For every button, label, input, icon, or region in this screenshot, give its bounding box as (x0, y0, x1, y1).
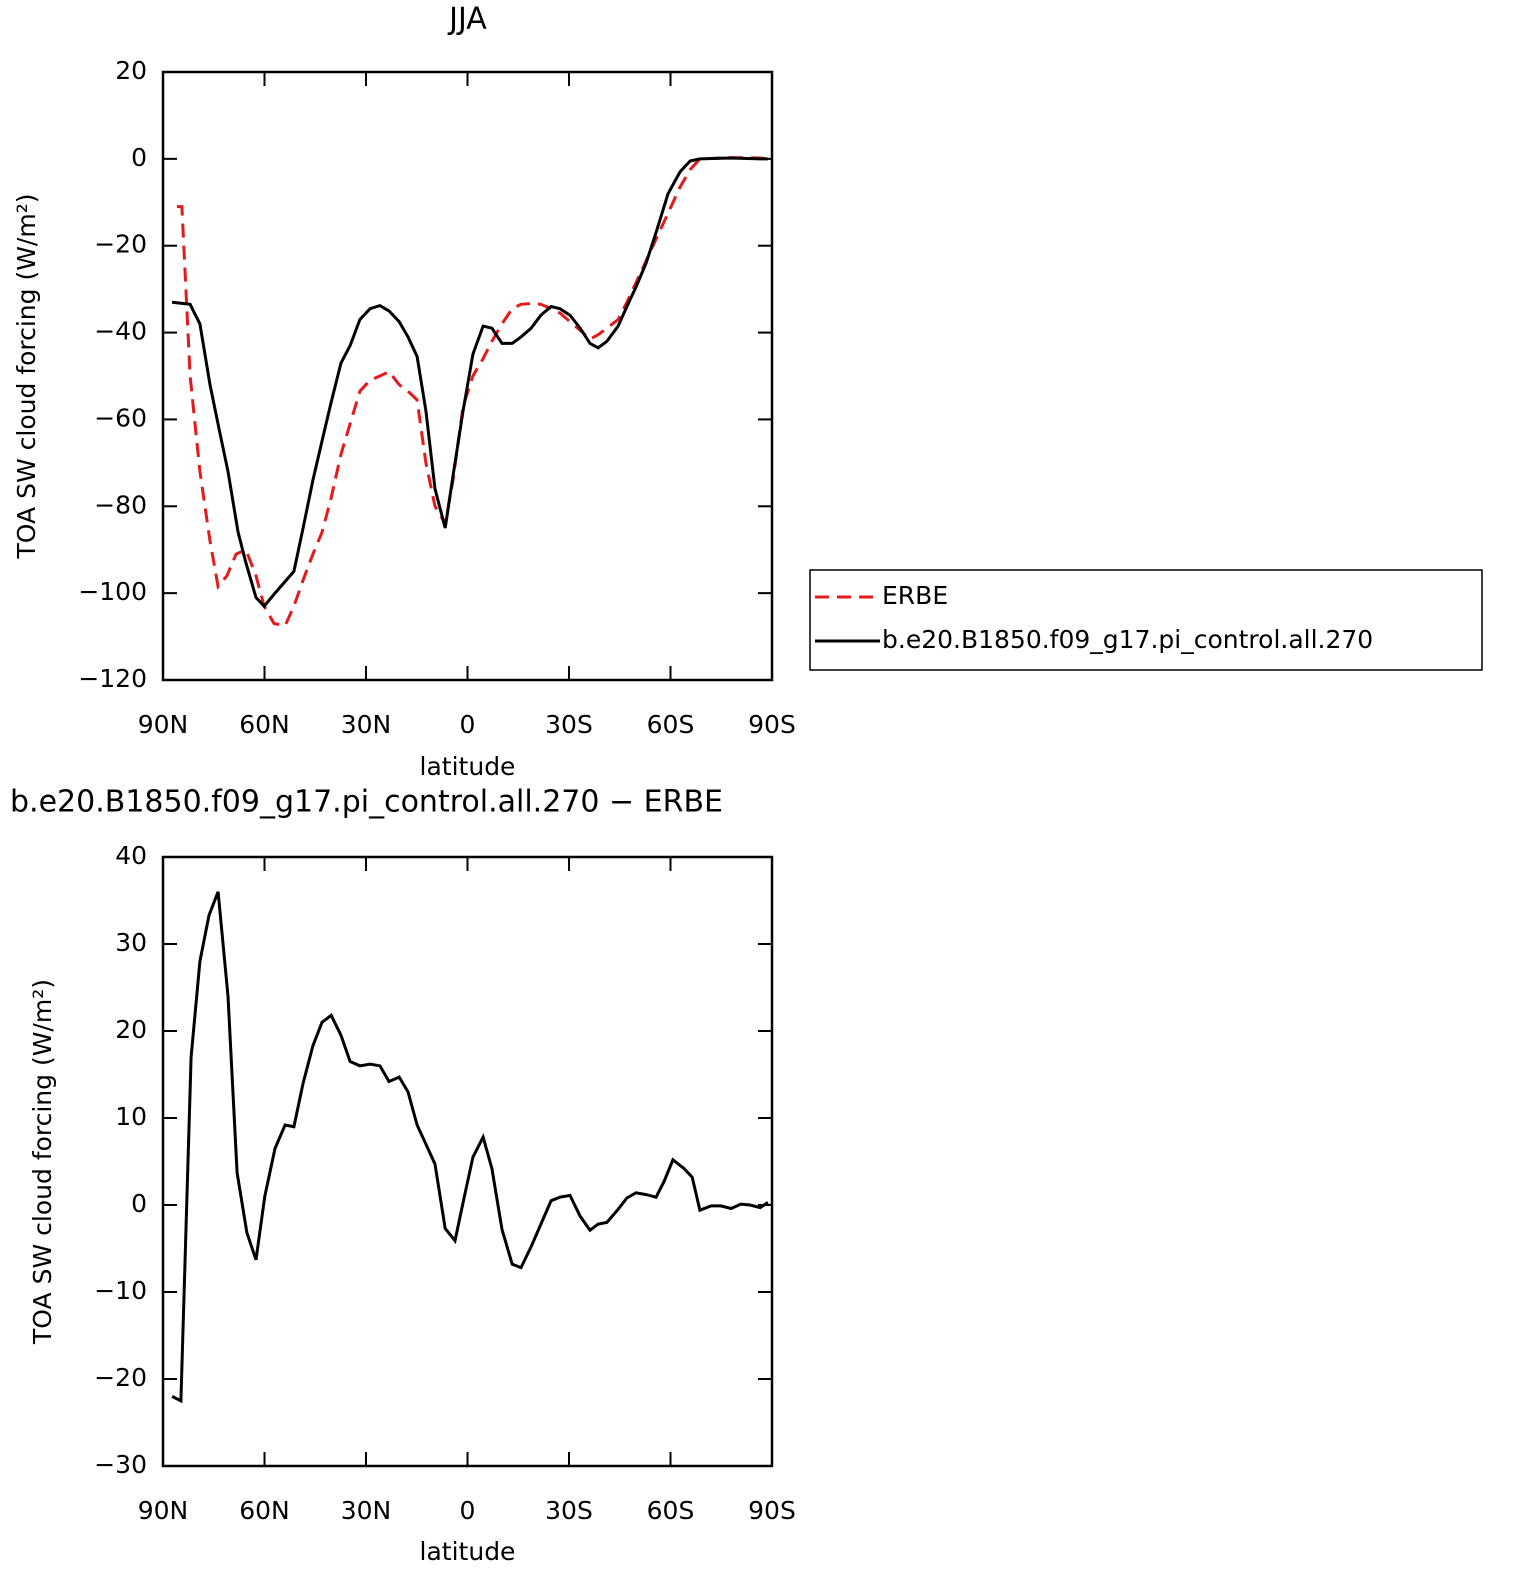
x-tick-label: 60S (647, 1496, 695, 1525)
chart-title: JJA (447, 2, 487, 37)
plot-frame (161, 855, 774, 1468)
legend-box (809, 569, 1483, 671)
data-line (176, 156, 769, 628)
y-axis-label: TOA SW cloud forcing (W/m²) (12, 194, 41, 560)
x-tick-label: 30N (341, 710, 392, 739)
y-tick-label: −100 (78, 577, 147, 606)
x-tick-label: 0 (460, 1496, 476, 1525)
y-tick-label: 40 (115, 841, 147, 870)
x-tick-label: 60S (647, 710, 695, 739)
legend-label: ERBE (882, 581, 948, 610)
x-tick-label: 60N (239, 710, 290, 739)
y-tick-label: −30 (94, 1450, 147, 1479)
y-tick-label: −60 (94, 403, 147, 432)
y-tick-label: 20 (115, 1015, 147, 1044)
x-tick-label: 0 (460, 710, 476, 739)
chart-title: b.e20.B1850.f09_g17.pi_control.all.270 −… (10, 785, 723, 820)
x-tick-label: 30S (545, 710, 593, 739)
y-tick-label: −20 (94, 1363, 147, 1392)
y-tick-label: −10 (94, 1276, 147, 1305)
y-tick-label: 10 (115, 1102, 147, 1131)
x-tick-label: 90S (748, 710, 796, 739)
y-tick-label: −120 (78, 664, 147, 693)
data-line (171, 891, 769, 1404)
data-line (171, 156, 768, 609)
legend-label: b.e20.B1850.f09_g17.pi_control.all.270 (882, 625, 1373, 654)
y-tick-label: −20 (94, 230, 147, 259)
x-axis-label: latitude (420, 1537, 516, 1566)
y-tick-label: 0 (131, 143, 147, 172)
x-tick-label: 90N (138, 710, 189, 739)
x-tick-label: 90N (138, 1496, 189, 1525)
x-tick-label: 30N (341, 1496, 392, 1525)
y-axis-label: TOA SW cloud forcing (W/m²) (28, 979, 57, 1345)
y-tick-label: 30 (115, 928, 147, 957)
y-tick-label: 0 (131, 1189, 147, 1218)
x-tick-label: 60N (239, 1496, 290, 1525)
y-tick-label: −40 (94, 317, 147, 346)
x-axis-label: latitude (420, 752, 516, 781)
x-tick-label: 30S (545, 1496, 593, 1525)
y-tick-label: −80 (94, 490, 147, 519)
x-tick-label: 90S (748, 1496, 796, 1525)
y-tick-label: 20 (115, 56, 147, 85)
